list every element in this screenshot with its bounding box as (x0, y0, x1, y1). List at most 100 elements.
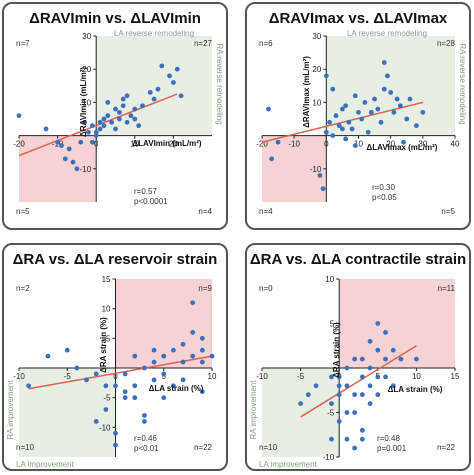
x-tick-label: 5 (162, 372, 167, 381)
data-point (142, 365, 147, 371)
data-point (199, 359, 205, 365)
region-bottom-left (262, 368, 340, 457)
data-point (113, 383, 118, 389)
data-point (151, 347, 157, 353)
n-top-right: n=28 (437, 39, 456, 48)
fit-line (300, 345, 417, 418)
data-point (93, 133, 99, 139)
region-label-bottom: LA improvement (16, 460, 75, 469)
data-point (199, 347, 205, 353)
n-bottom-right: n=22 (437, 443, 456, 452)
x-tick-label: 40 (451, 140, 460, 149)
data-point (132, 395, 138, 401)
data-point (349, 126, 355, 132)
data-point (330, 86, 336, 92)
regression-line (261, 101, 424, 143)
data-point (70, 159, 76, 165)
data-point (344, 436, 350, 442)
data-point (320, 186, 326, 192)
data-point (352, 356, 358, 362)
data-point (359, 356, 365, 362)
n-bottom-left: n=4 (259, 207, 273, 216)
x-tick-label: -10 (256, 372, 268, 381)
x-tick-label: 10 (130, 140, 139, 149)
y-tick-label: -10 (80, 165, 92, 174)
region-bottom-left (262, 135, 327, 202)
data-point (372, 96, 377, 102)
data-point (404, 116, 410, 122)
data-point (378, 119, 384, 125)
data-point (171, 347, 176, 353)
data-point (155, 86, 161, 92)
x-tick-label: 10 (412, 372, 421, 381)
axes: -10 -5 0 5 10 -10 -5 5 10 15 (13, 275, 217, 457)
x-tick-label: -20 (13, 140, 25, 149)
panel-reservoir-strain: -10 -5 0 5 10 -10 -5 5 10 15 ΔRA vs. ΔLA reservoi… (2, 243, 228, 471)
data-point (103, 407, 109, 412)
data-point (199, 335, 205, 341)
data-point (116, 109, 122, 115)
region-bottom-left (19, 135, 97, 202)
y-tick-label: -10 (310, 165, 322, 174)
panel-title: ΔRA vs. ΔLA contractile strain (250, 251, 466, 268)
x-tick-label: -20 (256, 140, 268, 149)
n-top-left: n=0 (259, 284, 273, 293)
data-point (352, 93, 358, 99)
stat-r: r=0.46 (134, 434, 157, 443)
data-point (359, 427, 365, 433)
n-bottom-right: n=22 (194, 443, 213, 452)
data-point (180, 341, 186, 347)
data-point (336, 419, 342, 424)
data-point (132, 353, 138, 359)
stat-p: p=0.001 (377, 444, 407, 453)
data-point (180, 359, 186, 365)
data-point (97, 126, 103, 132)
x-tick-label: 0 (113, 372, 118, 381)
data-point (167, 73, 172, 79)
data-point (381, 86, 387, 92)
data-point (362, 100, 368, 105)
fit-line (18, 93, 178, 157)
region-top-right (326, 36, 455, 136)
data-point (329, 374, 334, 380)
x-axis-label: ΔLAVImin (mL/m²) (132, 139, 201, 148)
data-point (385, 73, 390, 79)
data-point (113, 430, 118, 436)
x-axis-label: ΔLAVImax (mL/m²) (367, 143, 438, 152)
region-label-top: LA reverse remodeling (114, 29, 194, 38)
x-tick-label: 10 (354, 140, 363, 149)
region-bottom-left (19, 368, 116, 457)
data-point (93, 371, 99, 377)
data-point (359, 392, 365, 398)
x-axis-label: ΔLA strain (%) (388, 385, 443, 394)
scatter-reservoir-strain: -10 -5 0 5 10 -10 -5 5 10 15 ΔRA vs. ΔLA reservoi… (6, 251, 217, 469)
data-point (359, 374, 365, 380)
data-point (375, 392, 381, 398)
y-tick-label: -5 (103, 394, 111, 403)
data-point (414, 356, 419, 362)
y-tick-label: -10 (99, 423, 111, 432)
stat-p: p<0.05 (372, 193, 397, 202)
data-point (89, 123, 95, 129)
n-top-right: n=27 (194, 39, 213, 48)
data-point (93, 129, 99, 135)
y-tick-label: 10 (325, 275, 334, 284)
data-point (343, 136, 349, 142)
region-label-top: LA reverse remodeling (347, 29, 427, 38)
data-point (161, 353, 167, 359)
x-tick-label: 20 (386, 140, 395, 149)
data-point (266, 106, 271, 112)
n-top-left: n=7 (16, 39, 30, 48)
data-point (113, 106, 118, 112)
data-point (367, 383, 373, 389)
data-point (174, 66, 180, 72)
data-point (122, 389, 128, 395)
region-top-right (96, 36, 212, 136)
data-point (84, 377, 89, 383)
data-point (74, 166, 80, 172)
data-point (367, 365, 373, 371)
data-point (390, 383, 396, 389)
data-point (161, 395, 167, 401)
